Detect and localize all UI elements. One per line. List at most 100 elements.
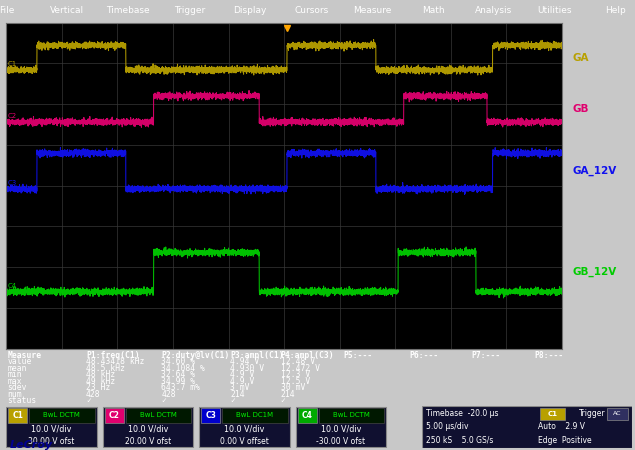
Text: 250 kS    5.0 GS/s: 250 kS 5.0 GS/s (427, 436, 494, 445)
Text: Analysis: Analysis (476, 5, 512, 14)
Text: BwL DC1M: BwL DC1M (236, 412, 273, 418)
Text: 0.00 V offset: 0.00 V offset (220, 437, 269, 446)
Text: 12.48 V: 12.48 V (281, 357, 314, 366)
Text: C4: C4 (302, 411, 312, 420)
Text: Cursors: Cursors (294, 5, 328, 14)
Text: 643.7 m%: 643.7 m% (161, 383, 200, 392)
Text: status: status (8, 396, 37, 405)
Text: 428: 428 (161, 390, 176, 399)
Text: 34.60 %: 34.60 % (161, 357, 196, 366)
Text: C1: C1 (547, 411, 557, 417)
Text: min: min (8, 370, 22, 379)
Text: 30.00 V ofst: 30.00 V ofst (29, 437, 75, 446)
Text: Trigger: Trigger (579, 409, 606, 418)
Text: C3: C3 (205, 411, 216, 420)
Bar (29, 408, 95, 423)
Bar (222, 408, 288, 423)
Text: C2: C2 (109, 411, 120, 420)
Text: Trigger: Trigger (173, 5, 205, 14)
Text: P6:---: P6:--- (409, 351, 438, 360)
Bar (126, 408, 191, 423)
Text: ✓: ✓ (86, 396, 91, 405)
Text: Timebase: Timebase (107, 5, 150, 14)
Text: AC: AC (613, 411, 622, 416)
Text: num: num (8, 390, 22, 399)
Text: 3 mV: 3 mV (231, 383, 250, 392)
Text: C3: C3 (8, 180, 17, 186)
Text: max: max (8, 377, 22, 386)
Text: -30.00 V ofst: -30.00 V ofst (316, 437, 366, 446)
Text: 30 mV: 30 mV (281, 383, 305, 392)
Text: 214: 214 (231, 390, 245, 399)
Text: P1:freq(C1): P1:freq(C1) (86, 351, 140, 360)
Bar (319, 408, 384, 423)
Text: 4.9 V: 4.9 V (231, 377, 255, 386)
Text: BwL DCTM: BwL DCTM (140, 412, 177, 418)
Bar (6, 407, 97, 447)
Bar (8, 408, 27, 423)
Text: ✓: ✓ (281, 396, 285, 405)
Text: GB_12V: GB_12V (573, 267, 617, 277)
Text: P4:ampl(C3): P4:ampl(C3) (281, 351, 334, 360)
Bar (199, 407, 290, 447)
Text: 34.1084 %: 34.1084 % (161, 364, 205, 373)
Bar (201, 408, 220, 423)
Text: P7:---: P7:--- (472, 351, 501, 360)
Text: Utilities: Utilities (538, 5, 572, 14)
Text: 12.3 V: 12.3 V (281, 370, 310, 379)
Text: Timebase  -20.0 μs: Timebase -20.0 μs (427, 409, 499, 418)
Text: P5:---: P5:--- (344, 351, 373, 360)
Text: 10.0 V/div: 10.0 V/div (31, 425, 72, 434)
Text: Vertical: Vertical (50, 5, 84, 14)
Text: BwL DCTM: BwL DCTM (333, 412, 370, 418)
Text: LeCroy: LeCroy (10, 440, 53, 450)
Bar (606, 408, 627, 420)
Text: Measure: Measure (8, 351, 42, 360)
Text: Math: Math (422, 5, 444, 14)
Text: BwL DCTM: BwL DCTM (43, 412, 81, 418)
Text: File: File (0, 5, 14, 14)
Text: Edge  Positive: Edge Positive (537, 436, 591, 445)
Text: 20.00 V ofst: 20.00 V ofst (125, 437, 171, 446)
Text: 34.99 %: 34.99 % (161, 377, 196, 386)
Text: P8:---: P8:--- (535, 351, 564, 360)
Text: Auto    2.9 V: Auto 2.9 V (537, 422, 585, 431)
Text: P2:duty@lv(C1): P2:duty@lv(C1) (161, 351, 230, 360)
Text: C2: C2 (8, 113, 17, 119)
Text: 10.0 V/div: 10.0 V/div (321, 425, 361, 434)
Text: C1: C1 (8, 61, 17, 67)
Text: GA: GA (573, 53, 589, 63)
Text: Help: Help (606, 5, 626, 14)
Bar (105, 408, 124, 423)
Bar (296, 407, 386, 447)
Text: 4.94 V: 4.94 V (231, 357, 260, 366)
Text: 48 kHz: 48 kHz (86, 370, 116, 379)
Text: 4.9 V: 4.9 V (231, 370, 255, 379)
Text: 214: 214 (281, 390, 295, 399)
Text: 5.00 μs/div: 5.00 μs/div (427, 422, 469, 431)
Text: 48.5 kHz: 48.5 kHz (86, 364, 125, 373)
Text: Measure: Measure (353, 5, 391, 14)
Text: C1: C1 (13, 411, 23, 420)
Text: ✓: ✓ (231, 396, 235, 405)
Bar (103, 407, 193, 447)
Bar (540, 408, 565, 420)
Text: 428: 428 (86, 390, 101, 399)
Text: 32.64 %: 32.64 % (161, 370, 196, 379)
Text: GA_12V: GA_12V (573, 166, 617, 176)
Text: value: value (8, 357, 32, 366)
Text: ✓: ✓ (161, 396, 166, 405)
Text: P3:ampl(C1): P3:ampl(C1) (231, 351, 284, 360)
Text: 12.472 V: 12.472 V (281, 364, 319, 373)
Bar (298, 408, 317, 423)
Text: 49 kHz: 49 kHz (86, 377, 116, 386)
Text: 48.43418 kHz: 48.43418 kHz (86, 357, 145, 366)
Text: mean: mean (8, 364, 27, 373)
Text: 10.0 V/div: 10.0 V/div (128, 425, 168, 434)
Text: 4.930 V: 4.930 V (231, 364, 264, 373)
Text: C4: C4 (8, 283, 17, 289)
Text: 23 Hz: 23 Hz (86, 383, 110, 392)
Text: sdev: sdev (8, 383, 27, 392)
Text: GB: GB (573, 104, 589, 114)
Text: Display: Display (234, 5, 267, 14)
